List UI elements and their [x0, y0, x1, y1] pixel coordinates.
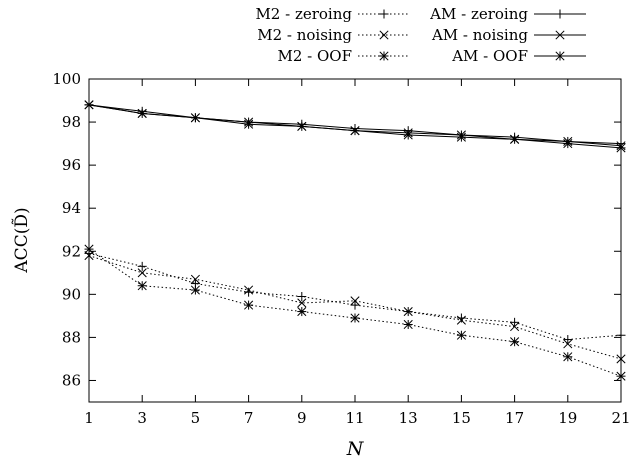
data-point [244, 119, 254, 129]
data-point [244, 285, 254, 295]
y-tick-label: 92 [62, 242, 81, 260]
legend-marker [555, 30, 565, 40]
y-axis-label: ACC(D̃) [12, 207, 32, 273]
data-point [616, 330, 626, 340]
data-point [350, 313, 360, 323]
legend-item: AM - OOF [451, 47, 586, 65]
legend-item: M2 - OOF [277, 47, 410, 65]
data-point [244, 287, 254, 297]
y-tick-label: 98 [62, 113, 81, 131]
series-line [88, 255, 622, 360]
x-axis-label: N [346, 438, 365, 460]
series-1 [84, 251, 626, 364]
series-0 [84, 248, 626, 345]
y-tick-label: 86 [62, 371, 81, 389]
y-tick-label: 96 [62, 156, 81, 174]
x-tick-label: 17 [505, 409, 524, 427]
data-point [350, 300, 360, 310]
data-point [297, 307, 307, 317]
legend-item: AM - zeroing [429, 5, 586, 23]
series-5 [84, 100, 626, 153]
data-point [137, 261, 147, 271]
data-point [190, 113, 200, 123]
legend-marker [379, 51, 389, 61]
data-point [563, 339, 573, 349]
y-tick-label: 88 [62, 328, 81, 346]
data-point [510, 322, 520, 332]
data-point [84, 251, 94, 261]
legend-marker [379, 9, 389, 19]
legend-marker [555, 9, 565, 19]
x-tick-label: 3 [137, 409, 147, 427]
data-point [137, 268, 147, 278]
x-tick-label: 9 [297, 409, 307, 427]
data-point [297, 121, 307, 131]
data-point [137, 108, 147, 119]
legend-label: AM - OOF [451, 47, 528, 65]
legend-label: M2 - zeroing [255, 5, 352, 23]
data-point [616, 354, 626, 364]
data-point [456, 313, 466, 323]
data-point [563, 335, 573, 345]
data-point [563, 352, 573, 362]
data-point [137, 281, 147, 291]
y-tick-label: 90 [62, 285, 81, 303]
legend: M2 - zeroing M2 - noising M2 - OOF AM - zer… [255, 5, 586, 65]
data-point [297, 298, 307, 308]
data-point [616, 371, 626, 381]
legend-marker [555, 51, 565, 61]
legend-item: M2 - noising [257, 26, 410, 44]
legend-label: M2 - OOF [277, 47, 352, 65]
x-tick-label: 13 [399, 409, 418, 427]
series-2 [84, 244, 626, 381]
data-point [190, 285, 200, 295]
series-line [88, 252, 622, 341]
legend-label: M2 - noising [257, 26, 352, 44]
data-point [616, 143, 626, 153]
data-point [84, 100, 94, 110]
data-point [456, 315, 466, 325]
x-tick-label: 11 [345, 409, 364, 427]
x-tick-label: 7 [244, 409, 254, 427]
series-layer [84, 100, 626, 381]
legend-item: M2 - zeroing [255, 5, 410, 23]
data-point [297, 291, 307, 301]
data-point [456, 330, 466, 340]
x-tick-label: 5 [191, 409, 201, 427]
x-tick-label: 15 [452, 409, 471, 427]
data-point [510, 337, 520, 347]
legend-marker [379, 30, 389, 40]
y-tick-label: 100 [52, 70, 81, 88]
legend-item: AM - noising [431, 26, 586, 44]
legend-label: AM - noising [431, 26, 528, 44]
data-point [403, 130, 413, 140]
x-tick-label: 21 [611, 409, 630, 427]
data-point [510, 317, 520, 327]
y-tick-label: 94 [62, 199, 81, 217]
data-point [510, 134, 520, 144]
data-point [244, 300, 254, 310]
data-point [563, 139, 573, 149]
data-point [456, 132, 466, 142]
data-point [350, 126, 360, 136]
x-tick-label: 19 [558, 409, 577, 427]
data-point [403, 307, 413, 317]
data-point [190, 274, 200, 284]
legend-label: AM - zeroing [429, 5, 528, 23]
data-point [350, 296, 360, 306]
data-point [84, 244, 94, 254]
x-tick-label: 1 [84, 409, 94, 427]
series-line [88, 248, 622, 377]
data-point [403, 319, 413, 330]
